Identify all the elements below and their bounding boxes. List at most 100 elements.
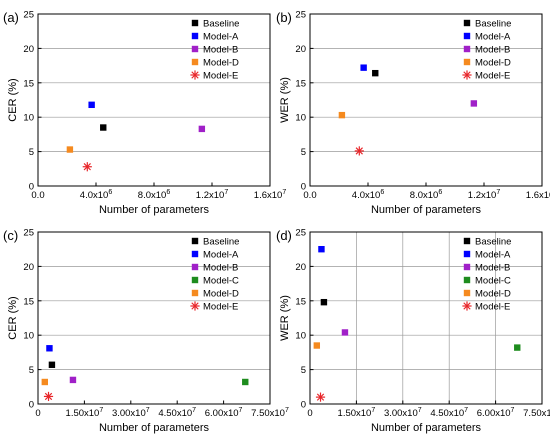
plot-frame	[309, 231, 543, 405]
legend-marker-model-e	[190, 70, 200, 80]
y-tick-label: 15	[295, 296, 306, 307]
y-tick-label: 25	[295, 10, 306, 21]
legend-marker-model-b	[191, 263, 199, 271]
point-model-d	[313, 342, 321, 349]
point-baseline	[372, 69, 379, 77]
point-model-e	[354, 146, 364, 156]
legend-label: Model-D	[203, 58, 239, 69]
y-tick-label: 10	[295, 331, 306, 342]
point-model-a	[46, 345, 53, 352]
legend-label: Baseline	[475, 237, 511, 248]
point-baseline	[320, 298, 328, 306]
x-axis-label: Number of parameters	[371, 204, 482, 216]
legend-marker-baseline	[463, 237, 471, 245]
x-tick-label: 0	[35, 408, 40, 419]
legend-label: Model-D	[475, 58, 511, 69]
y-tick-label: 10	[295, 113, 306, 124]
x-axis-label: Number of parameters	[371, 422, 482, 434]
legend-marker-model-e	[190, 301, 200, 311]
x-tick-label: 1.2x107	[468, 189, 501, 201]
legend-label: Model-E	[475, 302, 510, 313]
panel-a: 0 5 10 15 20 25 0.0 4.0x106 8.0x106 1.2x107 1.6x10…	[3, 10, 286, 217]
y-tick-label: 0	[29, 182, 34, 193]
panel-label: (a)	[3, 10, 19, 25]
point-model-b	[69, 376, 77, 384]
legend-marker-model-a	[463, 250, 471, 258]
legend-marker-model-d	[191, 289, 199, 297]
y-axis-label: CER (%)	[7, 296, 19, 339]
legend-label: Model-E	[203, 71, 238, 82]
legend-marker-model-b	[191, 45, 199, 53]
point-model-d	[41, 378, 49, 386]
y-tick-label: 5	[29, 365, 34, 376]
panel-label: (d)	[276, 228, 292, 243]
y-tick-label: 5	[29, 147, 34, 158]
legend: Baseline Model-A Model-B Model-D Model-E	[190, 19, 239, 82]
panel-label: (c)	[3, 228, 18, 243]
x-tick-label: 1.2x107	[196, 189, 229, 201]
point-model-e	[82, 162, 92, 172]
point-model-c	[242, 378, 249, 386]
y-tick-label: 15	[295, 78, 306, 89]
legend-marker-model-e	[462, 301, 472, 311]
point-model-b	[470, 100, 478, 107]
point-model-c	[514, 344, 521, 351]
x-tick-label: 1.50x107	[338, 407, 376, 419]
point-model-d	[66, 146, 74, 153]
y-tick-label: 5	[301, 147, 306, 158]
x-tick-label: 7.50x107	[251, 407, 289, 419]
x-tick-label: 1.6x107	[526, 189, 550, 201]
x-axis-label: Number of parameters	[99, 204, 210, 216]
legend-label: Baseline	[475, 19, 511, 30]
legend-marker-model-a	[191, 32, 199, 40]
legend-marker-model-d	[191, 58, 199, 66]
y-tick-label: 15	[23, 296, 34, 307]
y-tick-label: 15	[23, 78, 34, 89]
legend-label: Model-A	[203, 250, 239, 261]
legend-marker-baseline	[191, 237, 199, 245]
y-tick-label: 25	[295, 228, 306, 239]
x-tick-label: 4.0x106	[352, 189, 385, 201]
y-tick-label: 20	[23, 44, 34, 55]
legend-label: Model-E	[203, 302, 238, 313]
x-tick-label: 6.00x107	[205, 407, 243, 419]
panel-b: 0 5 10 15 20 25 0.0 4.0x106 8.0x106 1.2x107 1.6x10…	[276, 10, 550, 217]
legend-label: Baseline	[203, 19, 239, 30]
y-tick-label: 0	[301, 400, 306, 411]
legend: Baseline Model-A Model-B Model-D Model-E	[462, 19, 511, 82]
point-model-a	[88, 101, 95, 109]
x-tick-label: 4.50x107	[158, 407, 196, 419]
x-tick-label: 0.0	[31, 190, 44, 201]
point-model-b	[341, 329, 349, 336]
y-tick-label: 20	[295, 262, 306, 273]
legend-marker-model-b	[463, 263, 471, 271]
x-tick-label: 4.0x106	[80, 189, 113, 201]
x-tick-label: 6.00x107	[477, 407, 515, 419]
x-tick-label: 0	[307, 408, 312, 419]
x-tick-label: 3.00x107	[112, 407, 150, 419]
point-baseline	[100, 124, 107, 131]
x-tick-label: 1.50x107	[66, 407, 104, 419]
legend-label: Model-A	[475, 250, 511, 261]
x-tick-label: 7.50x107	[523, 407, 550, 419]
legend-marker-model-b	[463, 45, 471, 53]
y-tick-label: 20	[295, 44, 306, 55]
point-model-a	[360, 64, 367, 71]
legend: Baseline Model-A Model-B Model-C Model-D Mode…	[462, 237, 511, 313]
panel-c: 0 5 10 15 20 25 0 1.50x107 3.00x107 4.50x107 6.00x…	[3, 228, 289, 435]
legend-marker-model-a	[463, 32, 471, 40]
legend-label: Model-C	[475, 276, 511, 287]
legend-marker-baseline	[463, 19, 471, 27]
x-tick-label: 8.0x106	[138, 189, 171, 201]
point-model-e	[315, 392, 326, 402]
y-tick-label: 5	[301, 365, 306, 376]
x-tick-label: 8.0x106	[410, 189, 443, 201]
panel-d: 0 5 10 15 20 25 0 1.50x107 3.00x107 4.50x107 6.00x…	[276, 228, 550, 435]
point-model-e	[43, 391, 54, 402]
x-tick-label: 4.50x107	[430, 407, 468, 419]
legend-marker-baseline	[191, 19, 199, 27]
legend: Baseline Model-A Model-B Model-C Model-D Mode…	[190, 237, 239, 313]
y-tick-label: 25	[23, 10, 34, 21]
legend-label: Model-D	[475, 289, 511, 300]
